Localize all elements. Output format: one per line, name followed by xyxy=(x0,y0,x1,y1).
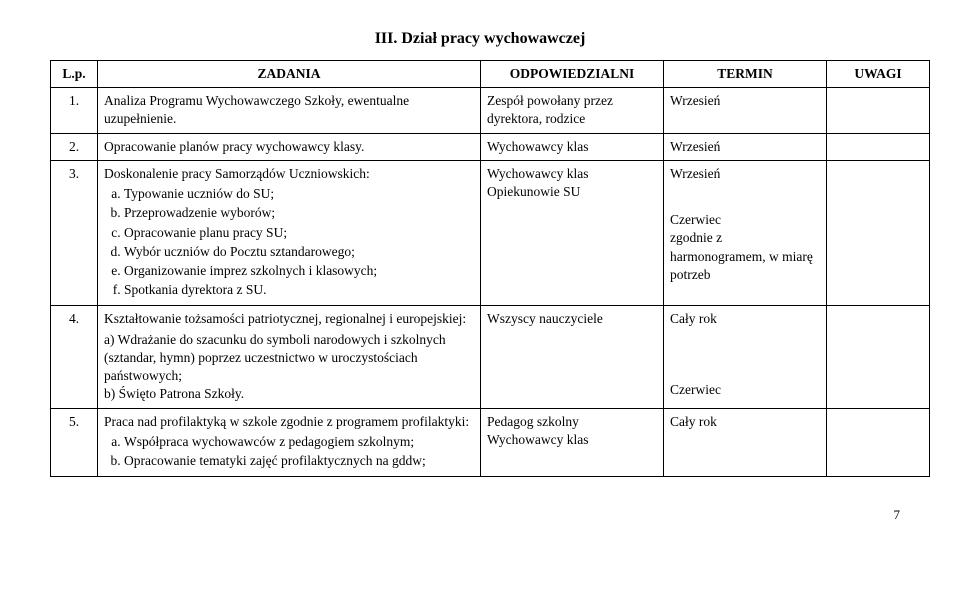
odp-line: Opiekunowie SU xyxy=(487,183,657,201)
cell-zadania: Analiza Programu Wychowawczego Szkoły, e… xyxy=(98,88,481,133)
odp-line: Wychowawcy klas xyxy=(487,431,657,449)
subitem: Typowanie uczniów do SU; xyxy=(124,185,474,203)
zadania-intro: Praca nad profilaktyką w szkole zgodnie … xyxy=(104,413,474,431)
subitem: Wybór uczniów do Pocztu sztandarowego; xyxy=(124,243,474,261)
table-row: 4. Kształtowanie tożsamości patriotyczne… xyxy=(51,306,930,408)
cell-odpowiedzialni: Wszyscy nauczyciele xyxy=(481,306,664,408)
cell-uwagi xyxy=(827,160,930,306)
cell-termin: Cały rok xyxy=(664,408,827,477)
cell-uwagi xyxy=(827,306,930,408)
zadania-intro: Doskonalenie pracy Samorządów Uczniowski… xyxy=(104,165,474,183)
subitem: Opracowanie tematyki zajęć profilaktyczn… xyxy=(124,452,474,470)
subitem: b) Święto Patrona Szkoły. xyxy=(104,385,474,403)
termin-line: Czerwiec xyxy=(670,211,820,229)
subitem: Spotkania dyrektora z SU. xyxy=(124,281,474,299)
odp-line: Wychowawcy klas xyxy=(487,165,657,183)
header-odpowiedzialni: ODPOWIEDZIALNI xyxy=(481,61,664,88)
tasks-table: L.p. ZADANIA ODPOWIEDZIALNI TERMIN UWAGI… xyxy=(50,60,930,477)
termin-line: Wrzesień xyxy=(670,165,820,183)
cell-odpowiedzialni: Pedagog szkolny Wychowawcy klas xyxy=(481,408,664,477)
cell-lp: 5. xyxy=(51,408,98,477)
cell-uwagi xyxy=(827,88,930,133)
termin-line: Cały rok xyxy=(670,310,820,328)
header-termin: TERMIN xyxy=(664,61,827,88)
cell-odpowiedzialni: Wychowawcy klas Opiekunowie SU xyxy=(481,160,664,306)
termin-line: Czerwiec xyxy=(670,381,820,399)
cell-lp: 1. xyxy=(51,88,98,133)
cell-zadania: Kształtowanie tożsamości patriotycznej, … xyxy=(98,306,481,408)
cell-zadania: Opracowanie planów pracy wychowawcy klas… xyxy=(98,133,481,160)
cell-lp: 2. xyxy=(51,133,98,160)
header-uwagi: UWAGI xyxy=(827,61,930,88)
cell-uwagi xyxy=(827,133,930,160)
subitem: Przeprowadzenie wyborów; xyxy=(124,204,474,222)
header-lp: L.p. xyxy=(51,61,98,88)
zadania-intro: Kształtowanie tożsamości patriotycznej, … xyxy=(104,310,474,328)
cell-lp: 3. xyxy=(51,160,98,306)
table-header-row: L.p. ZADANIA ODPOWIEDZIALNI TERMIN UWAGI xyxy=(51,61,930,88)
header-zadania: ZADANIA xyxy=(98,61,481,88)
cell-zadania: Doskonalenie pracy Samorządów Uczniowski… xyxy=(98,160,481,306)
cell-termin: Wrzesień xyxy=(664,88,827,133)
page-number: 7 xyxy=(50,507,910,523)
subitem: Opracowanie planu pracy SU; xyxy=(124,224,474,242)
subitems-list: Typowanie uczniów do SU; Przeprowadzenie… xyxy=(104,185,474,299)
odp-line: Pedagog szkolny xyxy=(487,413,657,431)
table-row: 2. Opracowanie planów pracy wychowawcy k… xyxy=(51,133,930,160)
cell-termin: Wrzesień xyxy=(664,133,827,160)
cell-odpowiedzialni: Wychowawcy klas xyxy=(481,133,664,160)
subitem: a) Wdrażanie do szacunku do symboli naro… xyxy=(104,331,474,386)
table-row: 1. Analiza Programu Wychowawczego Szkoły… xyxy=(51,88,930,133)
cell-termin: Wrzesień Czerwiec zgodnie z harmonograme… xyxy=(664,160,827,306)
subitem: Organizowanie imprez szkolnych i klasowy… xyxy=(124,262,474,280)
section-title: III. Dział pracy wychowawczej xyxy=(50,30,910,48)
table-row: 5. Praca nad profilaktyką w szkole zgodn… xyxy=(51,408,930,477)
cell-odpowiedzialni: Zespół powołany przez dyrektora, rodzice xyxy=(481,88,664,133)
cell-uwagi xyxy=(827,408,930,477)
cell-lp: 4. xyxy=(51,306,98,408)
table-row: 3. Doskonalenie pracy Samorządów Uczniow… xyxy=(51,160,930,306)
subitem: Współpraca wychowawców z pedagogiem szko… xyxy=(124,433,474,451)
cell-zadania: Praca nad profilaktyką w szkole zgodnie … xyxy=(98,408,481,477)
termin-line: zgodnie z harmonogramem, w miarę potrzeb xyxy=(670,229,820,284)
cell-termin: Cały rok Czerwiec xyxy=(664,306,827,408)
subitems-list: Współpraca wychowawców z pedagogiem szko… xyxy=(104,433,474,470)
